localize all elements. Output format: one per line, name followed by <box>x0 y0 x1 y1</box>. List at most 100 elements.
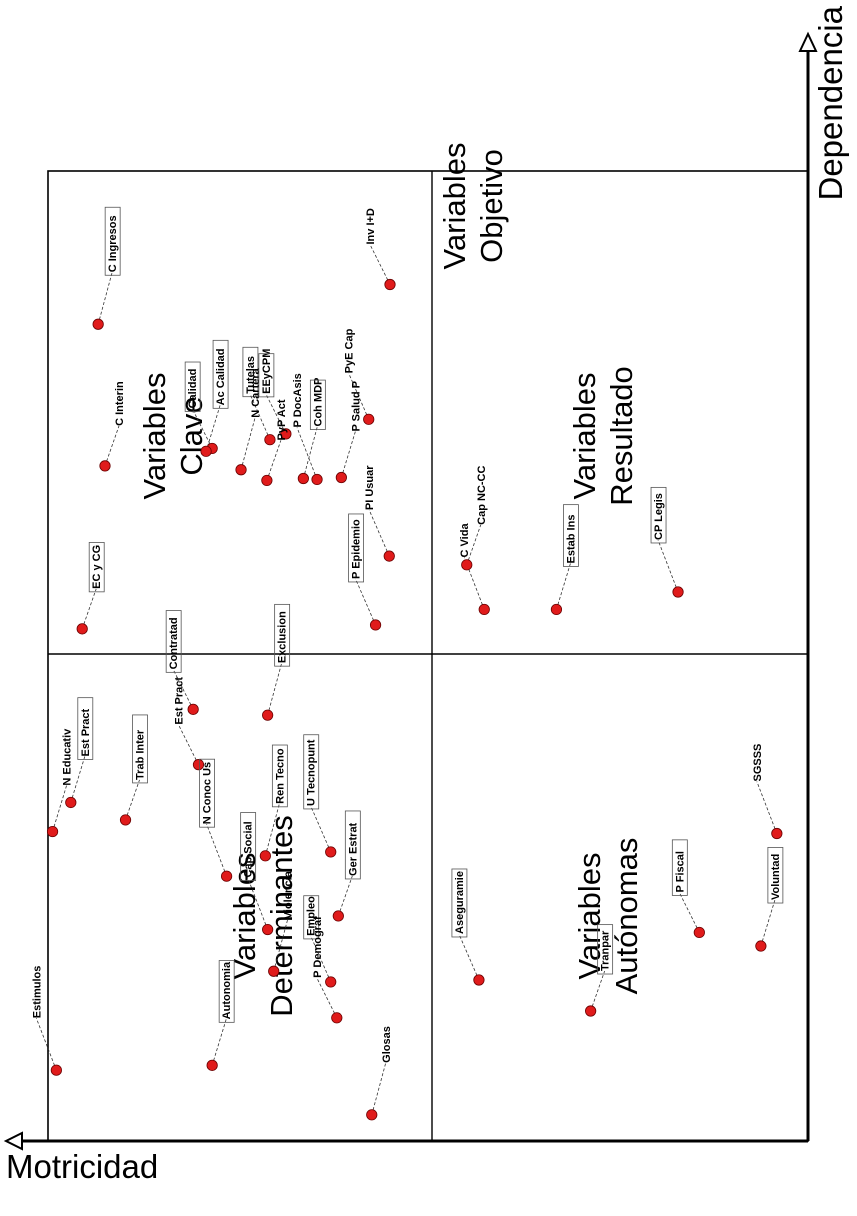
x-axis-title: Dependencia <box>812 5 849 200</box>
data-label: CP Legis <box>653 493 665 540</box>
data-point <box>200 445 212 457</box>
leader-line <box>70 756 86 803</box>
y-axis-title: Motricidad <box>6 1148 158 1185</box>
data-point <box>262 709 274 721</box>
data-point <box>65 796 77 809</box>
data-point <box>192 759 205 771</box>
leader-line <box>296 427 318 480</box>
data-label: Estab Ins <box>565 515 577 564</box>
label-box <box>451 868 468 938</box>
data-point <box>235 464 247 476</box>
leader-line <box>264 803 280 856</box>
leader-line <box>206 824 227 877</box>
leader-line <box>310 805 332 853</box>
data-point <box>311 473 323 486</box>
data-label: Autonomia <box>221 961 233 1019</box>
label-box <box>184 361 201 412</box>
data-label: Calidad <box>187 369 199 409</box>
data-point <box>280 428 292 440</box>
leader-line <box>310 935 332 983</box>
data-point <box>461 559 473 571</box>
data-point <box>119 814 132 826</box>
data-point <box>264 434 276 446</box>
data-point <box>585 1005 597 1017</box>
leader-line <box>368 509 390 557</box>
leader-line <box>348 373 370 420</box>
leader-line <box>458 933 480 981</box>
leader-line <box>355 578 376 626</box>
data-label: PyE Cap <box>344 328 356 373</box>
label-box <box>597 924 614 975</box>
data-label: Exclusion <box>277 611 289 663</box>
data-point <box>369 619 382 631</box>
chart-frame <box>47 170 809 1142</box>
label-box <box>77 697 94 760</box>
label-box <box>242 346 259 398</box>
quadrant-title-autonomas-line2: Autónomas <box>609 838 644 995</box>
leader-line <box>302 426 318 479</box>
data-label: Empleo <box>306 896 318 936</box>
data-label: P Salud P <box>350 381 362 432</box>
data-label: C Vida <box>459 523 471 558</box>
quadrant-title-determinantes-line2: Determinantes <box>264 815 299 1017</box>
data-label: EC y CG <box>91 545 103 589</box>
leader-line <box>340 431 356 478</box>
label-box <box>671 839 688 896</box>
data-point <box>206 1059 218 1071</box>
data-point <box>99 460 111 472</box>
label-box <box>88 542 105 593</box>
leader-line <box>369 244 391 285</box>
leader-line <box>97 272 113 325</box>
data-label: Coh MDP <box>312 378 324 427</box>
data-point <box>366 1109 378 1121</box>
data-label: Est Pract <box>173 677 185 725</box>
data-label: SGSSS <box>752 744 764 782</box>
leader-line <box>35 1018 57 1071</box>
data-label: Est Pract <box>80 708 92 756</box>
data-point <box>331 1012 343 1024</box>
leader-line <box>678 892 700 933</box>
leader-line <box>178 724 199 765</box>
data-label: N Educativ <box>62 728 74 786</box>
label-box <box>218 960 235 1023</box>
data-label: Cap NC-CC <box>476 465 488 524</box>
data-point <box>297 472 309 485</box>
label-box <box>563 504 579 567</box>
axes: Dependencia Motricidad <box>3 5 849 1185</box>
data-point <box>268 965 280 977</box>
leader-line <box>240 417 256 470</box>
leader-line <box>337 875 353 917</box>
label-box <box>274 603 291 667</box>
label-box <box>348 513 364 583</box>
data-point <box>325 976 337 988</box>
data-label: Voluntad <box>770 854 782 900</box>
quadrant-title-determinantes-line1: Variables <box>227 853 262 980</box>
data-point <box>187 703 199 715</box>
data-label: PyP Act <box>276 399 288 440</box>
leader-line <box>756 781 778 834</box>
leader-line <box>191 408 213 449</box>
data-point <box>384 278 396 291</box>
data-label: Ger Estrat <box>347 822 359 876</box>
quadrant-title-clave-line1: Variables <box>137 373 172 500</box>
leader-line <box>657 539 679 593</box>
label-box <box>650 486 667 544</box>
quadrant-title-objetivo-line2: Objetivo <box>474 149 509 263</box>
quadrant-title-resultado-line1: Variables <box>567 373 602 500</box>
data-label: Trab Inter <box>135 729 147 780</box>
data-point <box>771 827 783 840</box>
data-point <box>332 910 344 922</box>
plot-border <box>47 170 809 1142</box>
leader-line <box>247 877 269 930</box>
leader-line <box>104 425 120 467</box>
data-point <box>92 318 104 330</box>
label-box <box>165 610 182 673</box>
data-label: Tutelas <box>245 356 257 394</box>
y-axis-arrow-icon <box>3 1131 23 1151</box>
data-label: Estimulos <box>31 966 43 1019</box>
data-label: N Conoc Us <box>202 762 214 824</box>
data-point <box>672 586 684 598</box>
